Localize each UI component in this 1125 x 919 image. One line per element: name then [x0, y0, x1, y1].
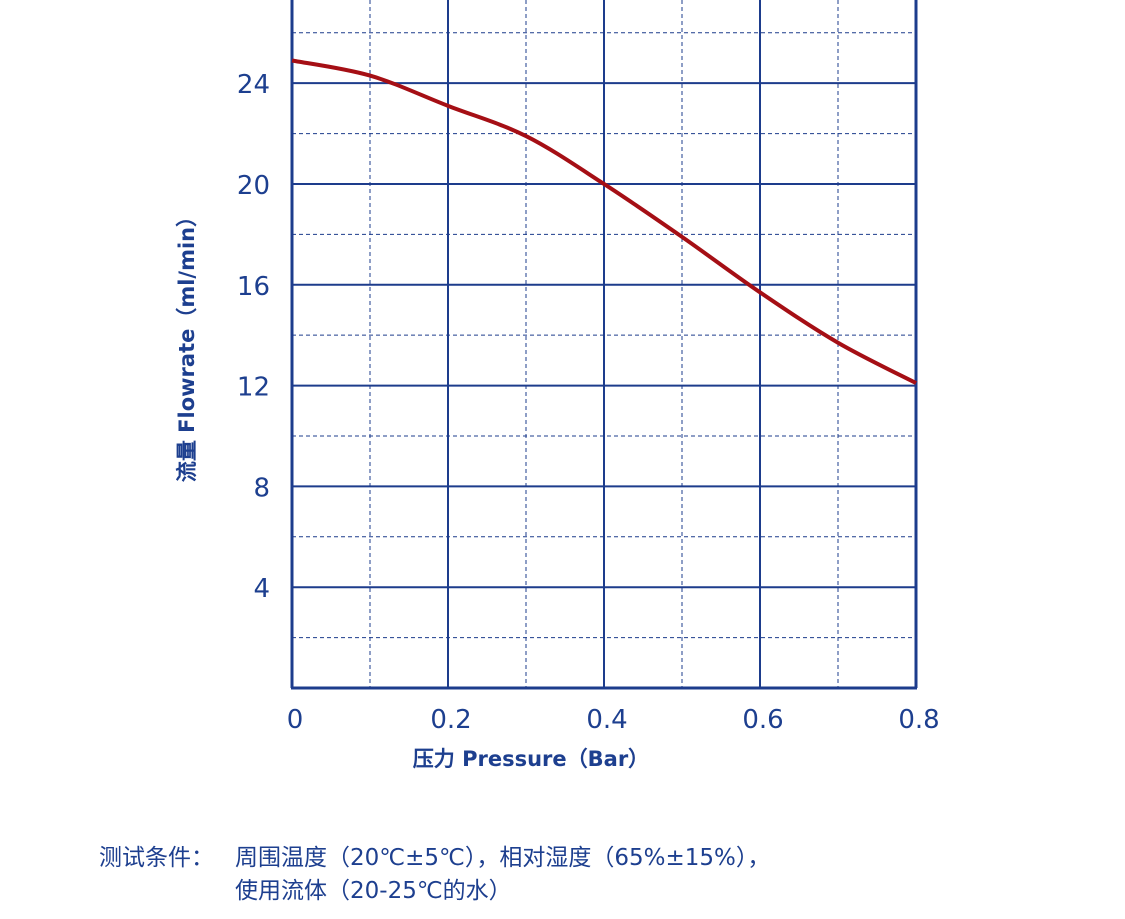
line-series	[291, 58, 917, 385]
x-tick-label: 0.6	[742, 705, 783, 735]
y-tick-label: 12	[237, 373, 270, 403]
y-tick-label: 24	[237, 70, 270, 100]
y-tick-label: 20	[237, 171, 270, 201]
note-label: 测试条件：	[99, 845, 214, 871]
x-tick-label: 0.2	[430, 705, 471, 735]
x-tick-label: 0.8	[898, 705, 939, 735]
x-axis-title: 压力 Pressure（Bar）	[413, 747, 649, 771]
y-tick-label: 8	[253, 473, 270, 503]
y-tick-label: 16	[237, 272, 270, 302]
y-tick-label: 4	[253, 574, 270, 604]
x-tick-label: 0.4	[586, 705, 627, 735]
note-line: 使用流体（20-25℃的水）	[235, 878, 512, 904]
note-line: 周围温度（20℃±5℃），相对湿度（65%±15%），	[235, 845, 770, 871]
x-tick-label: 0	[287, 705, 304, 735]
y-axis-title: 流量 Flowrate（ml/min）	[175, 206, 199, 482]
